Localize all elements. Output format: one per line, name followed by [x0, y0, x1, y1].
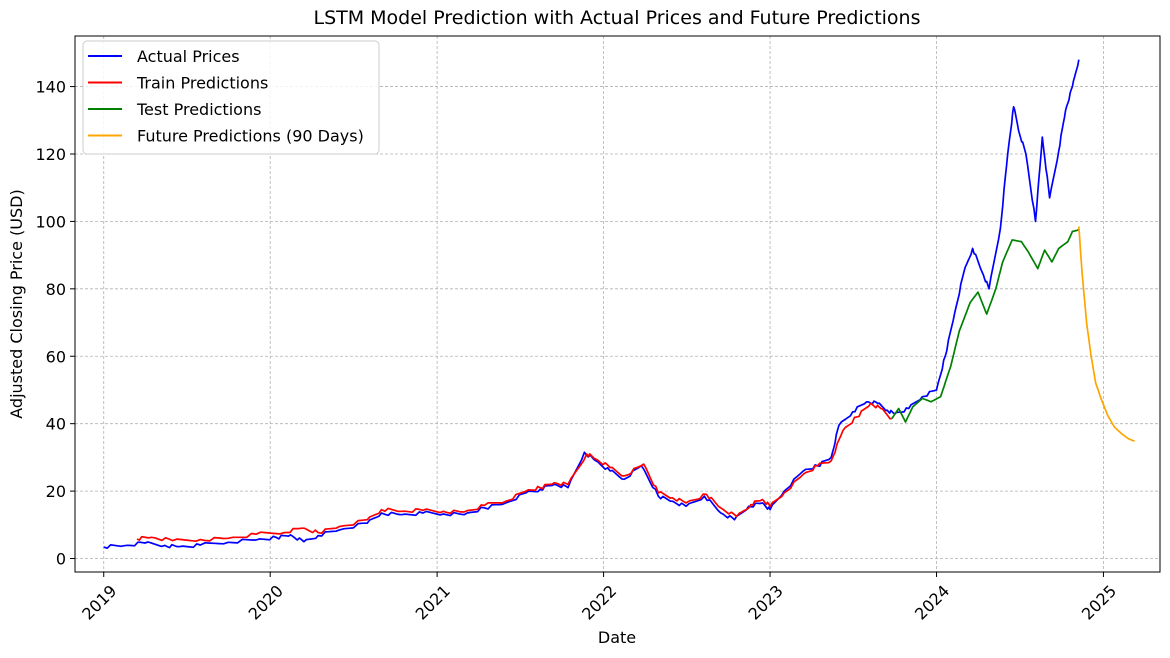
legend-label-2: Test Predictions	[136, 100, 261, 119]
y-tick-label: 120	[35, 145, 66, 164]
chart-title: LSTM Model Prediction with Actual Prices…	[313, 7, 920, 29]
y-tick-label: 100	[35, 212, 66, 231]
series-line-0	[103, 59, 1080, 550]
plot-lines	[103, 59, 1135, 550]
plot-frame	[74, 35, 1161, 573]
legend-label-0: Actual Prices	[137, 47, 240, 66]
y-tick-label: 20	[46, 482, 66, 501]
legend-label-1: Train Predictions	[136, 74, 268, 93]
y-tick-label: 80	[46, 280, 66, 299]
x-axis-title: Date	[598, 628, 636, 647]
series-line-3	[1077, 226, 1135, 442]
legend: Actual Prices Train Predictions Test Predi…	[82, 40, 380, 155]
grid	[75, 36, 1160, 572]
y-tick-label: 140	[35, 78, 66, 97]
legend-box	[82, 40, 380, 155]
y-tick-label: 40	[46, 415, 66, 434]
series-line-1	[136, 402, 892, 543]
y-axis-title: Adjusted Closing Price (USD)	[7, 189, 26, 418]
y-tick-label: 0	[56, 550, 66, 569]
y-tick-label: 60	[46, 347, 66, 366]
series-line-2	[891, 228, 1080, 423]
legend-label-3: Future Predictions (90 Days)	[137, 127, 364, 146]
